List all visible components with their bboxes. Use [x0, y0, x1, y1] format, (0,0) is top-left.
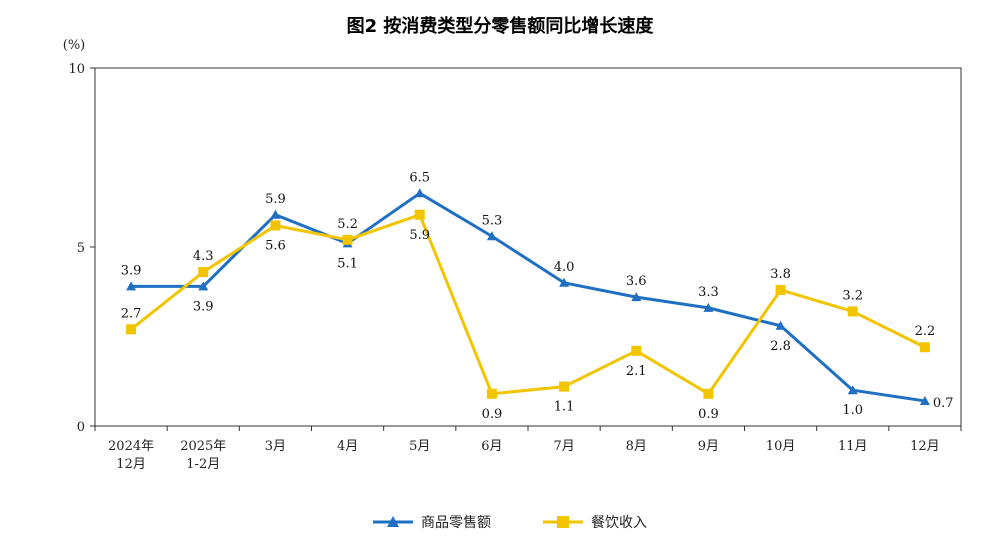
series-catering: 2.7 4.3 5.6 5.2 5.9 0.9 1.1 2.1 0.9 3.8 3.2 2.2 [121, 209, 936, 422]
x-tick-label: 11月 [838, 439, 868, 454]
data-label: 0.7 [933, 396, 954, 411]
data-point [847, 306, 858, 317]
x-tick-label: 9月 [698, 439, 719, 454]
legend-marker [387, 516, 399, 527]
data-label: 0.9 [698, 407, 719, 422]
data-label: 3.9 [121, 263, 142, 278]
data-point [775, 320, 786, 330]
data-label: 4.0 [554, 260, 575, 275]
data-label: 0.9 [482, 407, 503, 422]
data-point [414, 188, 425, 198]
data-point [126, 281, 137, 291]
series-line [130, 213, 926, 396]
data-point [486, 231, 497, 241]
legend-label: 商品零售额 [421, 515, 491, 531]
legend-label: 餐饮收入 [591, 515, 647, 531]
data-point [198, 267, 209, 278]
y-tick-label: 0 [77, 420, 85, 435]
chart-title: 图2 按消费类型分零售额同比增长速度 [347, 15, 655, 37]
data-label: 2.2 [915, 324, 936, 339]
data-point [270, 220, 281, 231]
x-tick-label: 8月 [626, 439, 647, 454]
y-tick-label: 10 [68, 62, 85, 77]
data-label: 3.6 [626, 274, 647, 289]
x-tick-label: 2025年 1-2月 [180, 439, 226, 472]
data-point [486, 388, 497, 399]
x-tick-label: 5月 [409, 439, 430, 454]
y-axis-ticks: 0 5 10 [68, 62, 95, 435]
legend-item: 商品零售额 [373, 515, 491, 531]
legend-marker [557, 516, 569, 528]
x-tick-label: 2024年 12月 [108, 439, 154, 472]
data-label: 5.9 [265, 192, 286, 207]
data-label: 5.3 [482, 213, 503, 228]
data-label: 1.0 [842, 403, 863, 418]
data-point [198, 281, 209, 291]
data-label: 1.1 [554, 400, 575, 415]
x-tick-label: 10月 [766, 439, 796, 454]
data-label: 2.8 [770, 339, 791, 354]
data-point [847, 385, 858, 395]
data-point [559, 381, 570, 392]
data-label: 3.9 [193, 299, 214, 314]
data-point [919, 395, 930, 405]
data-point [342, 234, 353, 245]
data-label: 3.8 [770, 267, 791, 282]
series-line [131, 191, 926, 403]
x-axis-ticks: 2024年 12月 2025年 1-2月 3月 4月 5月 6月 7月 8月 9月 10月 11月 12月 [94, 426, 962, 472]
data-label: 5.9 [409, 228, 430, 243]
data-point [775, 284, 786, 295]
data-label: 5.6 [265, 239, 286, 254]
data-point [919, 342, 930, 353]
data-label: 5.1 [337, 256, 358, 271]
data-label: 3.3 [698, 285, 719, 300]
data-label: 4.3 [193, 249, 214, 264]
data-point [559, 277, 570, 287]
data-point [270, 209, 281, 219]
data-label: 2.7 [121, 306, 142, 321]
data-label: 5.2 [337, 217, 358, 232]
data-point [703, 388, 714, 399]
data-label: 2.1 [626, 364, 647, 379]
data-point [631, 292, 642, 302]
y-axis-unit: (%) [63, 38, 86, 53]
x-tick-label: 7月 [553, 439, 574, 454]
data-label: 3.2 [842, 288, 863, 303]
data-point [631, 345, 642, 356]
series-layer: 3.9 3.9 5.9 5.1 6.5 5.3 4.0 3.6 3.3 2.8 1.0 0.7 2.7 4… [121, 170, 954, 421]
series-goods-retail: 3.9 3.9 5.9 5.1 6.5 5.3 4.0 3.6 3.3 2.8 1.0 0.7 [121, 170, 954, 418]
x-tick-label: 6月 [481, 439, 502, 454]
x-tick-label: 3月 [265, 439, 286, 454]
x-tick-label: 4月 [337, 439, 358, 454]
x-tick-label: 12月 [910, 439, 940, 454]
data-point [703, 302, 714, 312]
legend-item: 餐饮收入 [543, 515, 647, 531]
data-label: 6.5 [409, 170, 430, 185]
legend: 商品零售额 餐饮收入 [373, 515, 647, 531]
data-point [126, 324, 137, 335]
data-point [414, 209, 425, 220]
y-tick-label: 5 [77, 241, 85, 256]
